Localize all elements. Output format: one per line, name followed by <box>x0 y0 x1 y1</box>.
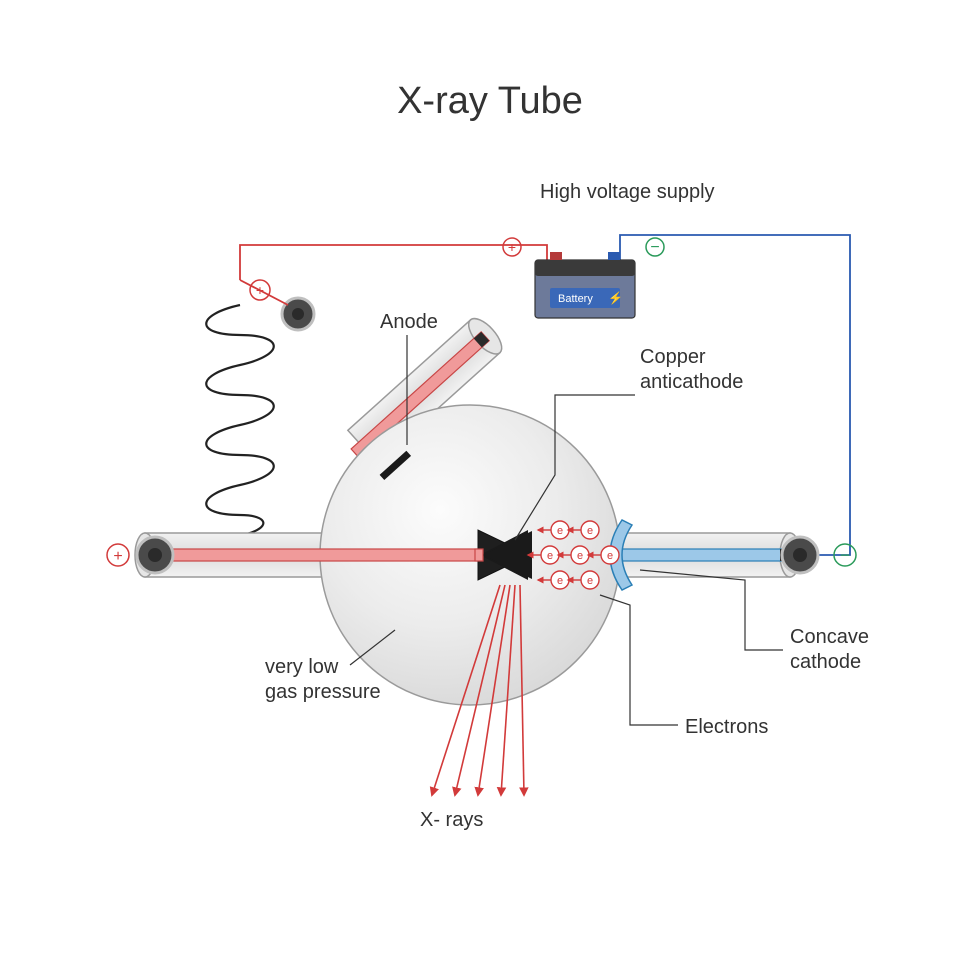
svg-text:e: e <box>547 550 553 562</box>
diagram-svg: Battery ⚡ + − <box>0 0 980 980</box>
svg-text:−: − <box>840 545 851 565</box>
wire-negative <box>620 235 850 555</box>
terminal-upper <box>282 298 314 330</box>
battery-icon: Battery ⚡ <box>535 252 635 318</box>
wire-positive <box>240 245 547 280</box>
svg-text:e: e <box>587 525 593 537</box>
svg-text:e: e <box>557 575 563 587</box>
svg-text:−: − <box>650 239 659 256</box>
svg-text:⚡: ⚡ <box>608 291 623 305</box>
svg-text:+: + <box>113 548 122 565</box>
terminal-right <box>782 537 818 573</box>
coil-icon <box>170 305 274 550</box>
svg-text:+: + <box>508 239 516 255</box>
svg-text:e: e <box>577 550 583 562</box>
cathode-rod <box>620 549 790 561</box>
svg-text:e: e <box>557 525 563 537</box>
battery-label: Battery <box>558 293 593 305</box>
svg-text:e: e <box>607 550 613 562</box>
anode-rod <box>152 549 482 561</box>
svg-text:e: e <box>587 575 593 587</box>
terminal-left <box>137 537 173 573</box>
